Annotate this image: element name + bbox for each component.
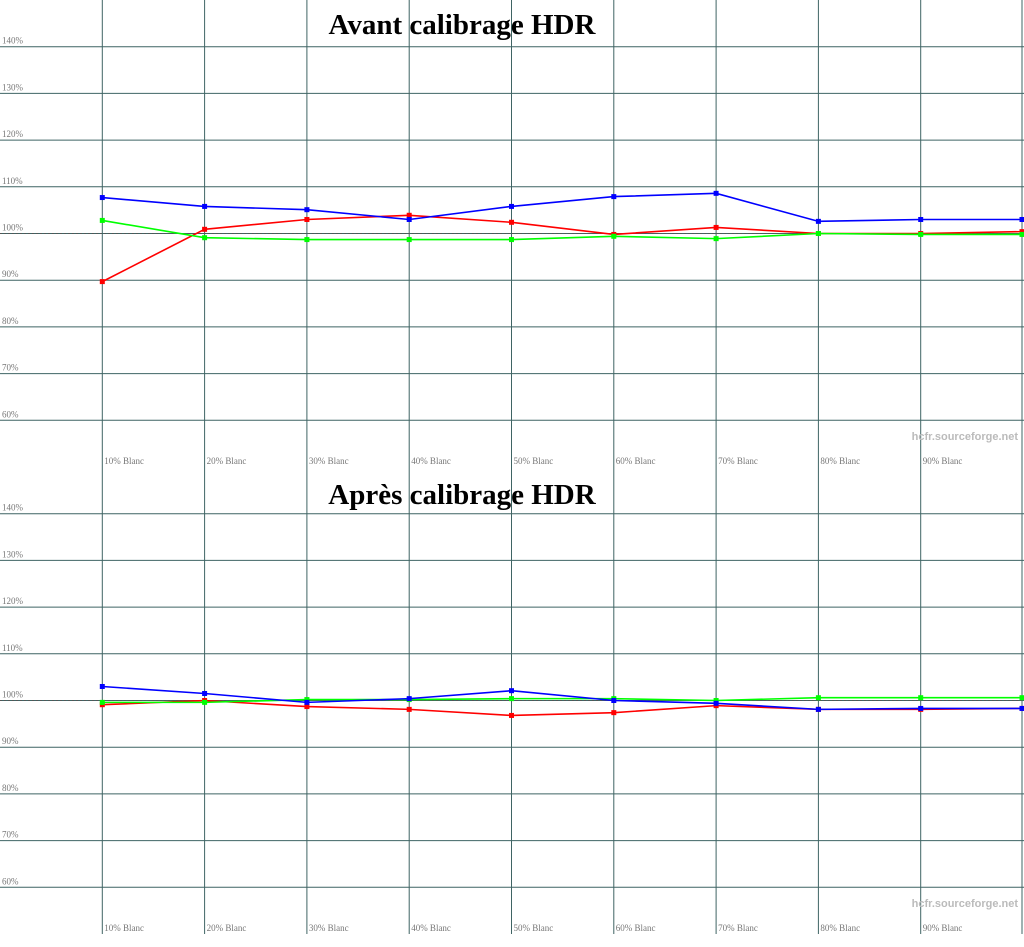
series-line xyxy=(102,219,1022,241)
y-tick-label: 80% xyxy=(2,783,19,793)
point-marker xyxy=(99,683,105,689)
chart-title: Après calibrage HDR xyxy=(328,479,596,511)
point-marker xyxy=(99,217,105,223)
point-marker xyxy=(99,279,105,285)
point-marker xyxy=(815,231,821,236)
series-line xyxy=(101,214,1023,283)
y-tick-label: 130% xyxy=(2,82,24,92)
y-tick-label: 70% xyxy=(2,363,19,373)
x-tick-label: 70% Blanc xyxy=(718,923,758,933)
point-marker xyxy=(202,690,208,696)
point-marker xyxy=(1019,229,1024,235)
point-marker xyxy=(815,706,821,712)
point-marker xyxy=(713,700,719,706)
chart-title: Avant calibrage HDR xyxy=(329,9,597,41)
y-tick-label: 100% xyxy=(2,690,24,700)
point-marker xyxy=(406,237,412,243)
y-tick-label: 90% xyxy=(2,736,19,746)
y-tick-label: 100% xyxy=(2,223,24,233)
x-tick-label: 10% Blanc xyxy=(104,923,144,933)
series-line xyxy=(102,699,1023,717)
y-tick-label: 140% xyxy=(2,503,24,513)
point-marker xyxy=(918,705,924,711)
y-tick-label: 70% xyxy=(2,830,19,840)
point-marker xyxy=(918,231,924,237)
point-marker xyxy=(304,207,310,213)
point-marker xyxy=(406,212,412,218)
y-tick-label: 110% xyxy=(2,643,23,653)
y-tick-label: 80% xyxy=(2,316,19,326)
point-marker xyxy=(1019,705,1024,711)
x-tick-label: 50% Blanc xyxy=(514,923,554,933)
y-tick-label: 90% xyxy=(2,269,19,279)
point-marker xyxy=(611,233,617,239)
x-tick-label: 60% Blanc xyxy=(616,923,656,933)
x-tick-label: 40% Blanc xyxy=(411,456,451,466)
point-marker xyxy=(406,706,412,712)
y-tick-label: 120% xyxy=(2,596,24,606)
y-tick-label: 140% xyxy=(2,36,24,46)
point-marker xyxy=(1019,231,1024,237)
point-marker xyxy=(509,219,514,225)
point-marker xyxy=(99,699,105,705)
point-marker xyxy=(304,704,310,710)
point-marker xyxy=(611,194,617,200)
point-marker xyxy=(202,699,208,705)
point-marker xyxy=(509,712,514,718)
series-line xyxy=(102,685,1022,711)
x-tick-label: 60% Blanc xyxy=(616,456,656,466)
x-tick-label: 20% Blanc xyxy=(207,456,247,466)
y-tick-label: 60% xyxy=(2,876,19,886)
point-marker xyxy=(1019,695,1024,701)
point-marker xyxy=(611,698,617,703)
point-marker xyxy=(918,216,924,222)
point-marker xyxy=(99,195,105,201)
point-marker xyxy=(1019,216,1024,222)
series-line xyxy=(102,696,1022,704)
point-marker xyxy=(713,190,719,196)
x-tick-label: 80% Blanc xyxy=(820,923,860,933)
point-marker xyxy=(304,697,310,703)
point-marker xyxy=(509,203,514,209)
watermark: hcfr.sourceforge.net xyxy=(912,431,1019,443)
y-tick-label: 110% xyxy=(2,176,23,186)
point-marker xyxy=(509,696,514,702)
point-marker xyxy=(304,216,310,222)
point-marker xyxy=(918,695,924,701)
x-tick-label: 90% Blanc xyxy=(923,923,963,933)
point-marker xyxy=(202,203,208,209)
point-marker xyxy=(713,698,719,703)
x-tick-label: 20% Blanc xyxy=(207,923,247,933)
point-marker xyxy=(815,695,821,701)
y-tick-label: 120% xyxy=(2,129,24,139)
point-marker xyxy=(611,710,617,716)
point-marker xyxy=(406,216,412,222)
point-marker xyxy=(713,236,719,242)
point-marker xyxy=(509,237,514,243)
watermark: hcfr.sourceforge.net xyxy=(912,898,1019,910)
x-tick-label: 70% Blanc xyxy=(718,456,758,466)
series-line xyxy=(102,192,1022,223)
point-marker xyxy=(406,696,412,702)
x-tick-label: 30% Blanc xyxy=(309,923,349,933)
x-tick-label: 30% Blanc xyxy=(309,456,349,466)
x-tick-label: 90% Blanc xyxy=(923,456,963,466)
point-marker xyxy=(713,224,719,230)
point-marker xyxy=(202,235,208,241)
y-tick-label: 130% xyxy=(2,549,24,559)
point-marker xyxy=(304,699,310,705)
y-tick-label: 60% xyxy=(2,409,19,419)
point-marker xyxy=(815,218,821,224)
point-marker xyxy=(202,226,208,232)
x-tick-label: 40% Blanc xyxy=(411,923,451,933)
point-marker xyxy=(509,688,514,694)
x-tick-label: 80% Blanc xyxy=(820,456,860,466)
x-tick-label: 10% Blanc xyxy=(104,456,144,466)
point-marker xyxy=(304,237,310,243)
x-tick-label: 50% Blanc xyxy=(514,456,554,466)
